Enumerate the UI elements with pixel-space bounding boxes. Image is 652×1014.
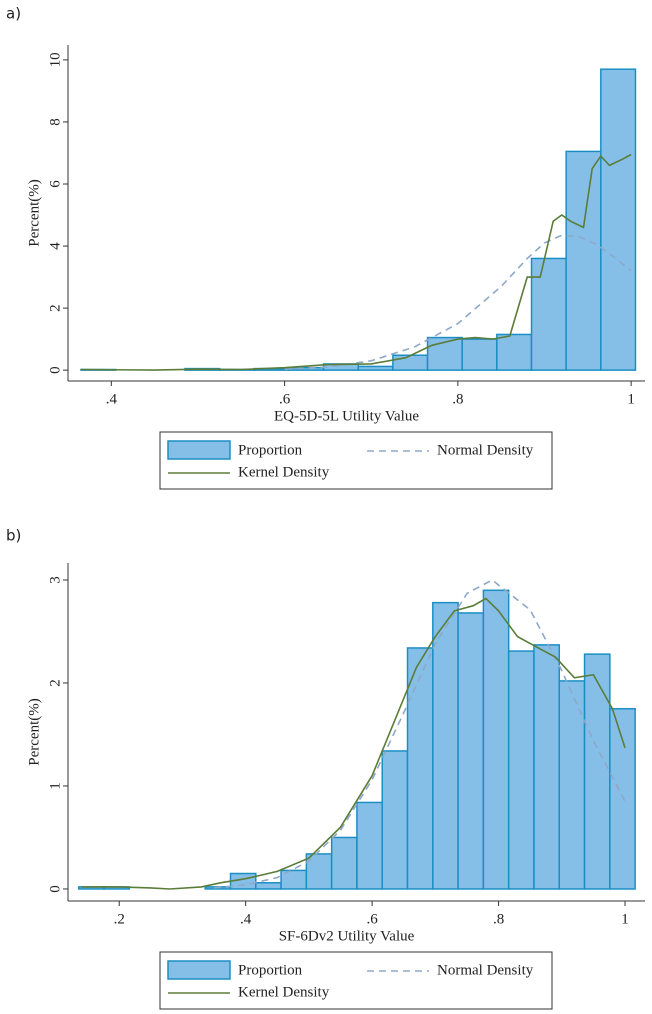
legend-label: Proportion [238,442,303,458]
legend-label: Kernel Density [238,464,330,480]
y-axis-title: Percent(%) [26,179,42,246]
bar [288,366,325,371]
bar [583,653,611,890]
x-tick-label: .8 [452,391,463,407]
panel-label: a) [6,5,21,23]
bar [482,589,510,890]
x-tick-label: .6 [366,911,378,927]
density-line [214,579,626,889]
bar [432,601,459,890]
y-tick-label: 4 [47,242,63,250]
legend-box [159,951,553,1010]
bar [507,650,535,890]
bar [330,836,358,890]
y-tick-label: 3 [47,576,63,584]
legend-label: Kernel Density [238,984,330,1000]
y-tick-label: 6 [47,180,63,188]
density-line [284,234,632,370]
density-line [80,153,632,371]
x-axis-title: EQ-5D-5L Utility Value [274,408,419,424]
bar [565,150,602,371]
legend-label: Normal Density [437,962,534,978]
x-tick-label: 1 [627,391,635,407]
y-tick-label: 10 [47,52,63,67]
x-tick-label: 1 [621,911,629,927]
y-tick-label: 0 [47,366,63,374]
density-line [81,597,626,890]
x-tick-label: .4 [106,391,118,407]
bar [357,365,394,371]
x-tick-label: .6 [279,391,291,407]
legend-label: Proportion [238,962,303,978]
bar [406,647,434,890]
y-axis-title: Percent(%) [26,698,42,765]
bar [530,257,567,371]
bar [461,338,498,371]
bar [533,644,561,890]
legend-label: Normal Density [437,442,534,458]
y-tick-label: 0 [47,885,63,893]
x-tick-label: .8 [493,911,504,927]
legend-box [159,431,553,490]
bar [392,354,429,371]
y-tick-label: 2 [47,679,63,687]
x-tick-label: .4 [240,911,252,927]
legend-swatch [167,960,231,980]
bar [600,68,637,371]
panel-label: b) [6,527,21,545]
x-tick-label: .2 [114,911,125,927]
bar [255,882,282,890]
y-tick-label: 8 [47,118,63,126]
y-tick-label: 1 [47,782,63,790]
bar [381,750,409,890]
y-tick-label: 2 [47,304,63,312]
bar [457,612,485,890]
bar [356,801,383,890]
bar [558,680,586,890]
bar [609,707,636,890]
x-axis-title: SF-6Dv2 Utility Value [279,928,415,944]
bar [496,333,533,371]
legend-swatch [167,440,231,460]
